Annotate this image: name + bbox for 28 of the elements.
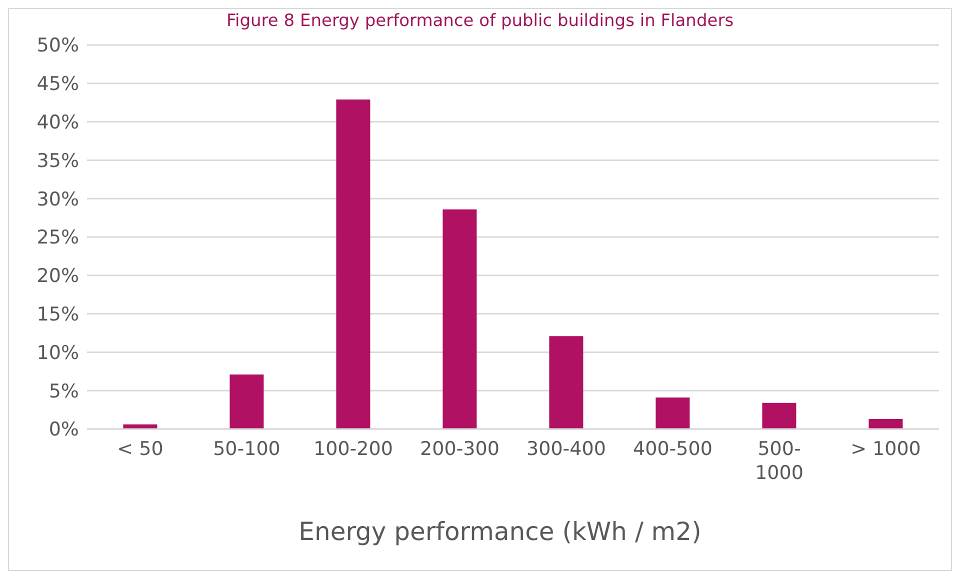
bar — [549, 336, 584, 429]
y-tick-label: 20% — [36, 265, 79, 288]
bar — [868, 419, 903, 429]
y-tick-label: 30% — [36, 188, 79, 210]
x-tick-label: 500-1000 — [755, 438, 804, 484]
x-tick-label: < 50 — [117, 438, 164, 460]
y-tick-label: 10% — [36, 342, 79, 364]
x-tick-label: 100-200 — [314, 438, 393, 460]
y-tick-label: 0% — [48, 418, 79, 441]
y-tick-label: 15% — [36, 304, 79, 326]
y-tick-label: 45% — [36, 73, 79, 96]
x-tick-label: 300-400 — [526, 438, 606, 460]
bar — [336, 100, 370, 429]
x-tick-label: > 1000 — [850, 438, 921, 460]
x-axis-title: Energy performance (kWh / m2) — [298, 517, 702, 546]
y-tick-label: 50% — [36, 34, 79, 57]
bar — [442, 209, 477, 429]
x-tick-label: 400-500 — [633, 438, 712, 460]
bar — [762, 402, 796, 429]
x-tick-label: 50-100 — [213, 438, 280, 460]
chart-title: Figure 8 Energy performance of public buildings in Flanders — [225, 11, 735, 31]
y-tick-label: 25% — [36, 226, 79, 249]
y-tick-label: 35% — [36, 150, 79, 172]
x-tick-label: 200-300 — [420, 438, 500, 460]
bar — [230, 374, 264, 429]
y-tick-label: 40% — [36, 112, 79, 134]
bar — [656, 398, 690, 429]
y-tick-label: 5% — [48, 380, 79, 402]
